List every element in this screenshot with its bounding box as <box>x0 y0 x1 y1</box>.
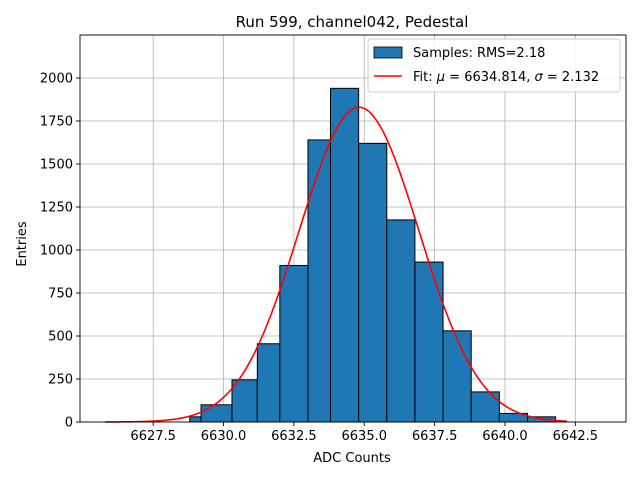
histogram-bar <box>279 264 309 423</box>
chart-title: Run 599, channel042, Pedestal <box>236 13 469 31</box>
y-tick-label: 500 <box>48 330 73 345</box>
y-tick-label: 1750 <box>40 115 73 130</box>
x-axis-title: ADC Counts <box>313 451 391 466</box>
legend-fit-label: Fit: μ = 6634.814, σ = 2.132 <box>413 70 599 85</box>
y-tick-label: 1250 <box>40 201 73 216</box>
legend-fit-sigma-symbol: σ <box>535 70 544 85</box>
histogram-bar <box>231 379 258 423</box>
y-tick-label: 750 <box>48 287 73 302</box>
histogram-bar <box>256 343 281 423</box>
x-tick-label: 6635.0 <box>342 429 388 444</box>
y-tick-label: 250 <box>48 373 73 388</box>
histogram-bar <box>442 330 472 423</box>
fit-curve-line <box>105 106 567 423</box>
legend-fit-mu-value: = 6634.814, <box>445 70 534 85</box>
histogram-bar <box>200 404 233 423</box>
histogram-bar <box>189 416 202 423</box>
x-tick-label: 6642.5 <box>553 429 599 444</box>
histogram-bar <box>386 219 416 423</box>
histogram-bar <box>307 139 331 423</box>
histogram-bar <box>329 87 360 423</box>
y-tick-label: 1500 <box>40 158 73 173</box>
legend-box <box>367 38 621 93</box>
y-axis-ticks: 0 250 500 750 1000 1250 1500 1750 2000 <box>40 72 80 431</box>
y-tick-label: 1000 <box>40 244 73 259</box>
legend-fit-sigma-value: = 2.132 <box>543 70 599 85</box>
y-tick-label: 0 <box>65 416 73 431</box>
legend: Samples: RMS=2.18 Fit: μ = 6634.814, σ =… <box>367 38 621 93</box>
y-axis-title: Entries <box>15 221 30 267</box>
x-tick-label: 6632.5 <box>271 429 317 444</box>
legend-histogram-label: Samples: RMS=2.18 <box>413 46 545 61</box>
x-tick-label: 6640.0 <box>482 429 528 444</box>
x-tick-label: 6637.5 <box>412 429 458 444</box>
histogram-bar <box>414 261 444 423</box>
y-tick-label: 2000 <box>40 72 73 87</box>
legend-histogram-swatch <box>373 46 403 59</box>
legend-fit-prefix: Fit: <box>413 70 437 85</box>
x-tick-label: 6630.0 <box>201 429 247 444</box>
histogram-bar <box>358 142 388 423</box>
x-tick-label: 6627.5 <box>130 429 176 444</box>
legend-fit-mu-symbol: μ <box>436 70 445 85</box>
histogram-bar <box>470 391 500 423</box>
plot-frame <box>79 34 627 423</box>
x-axis-ticks: 6627.5 6630.0 6632.5 6635.0 6637.5 6640.0 6642… <box>130 422 598 444</box>
